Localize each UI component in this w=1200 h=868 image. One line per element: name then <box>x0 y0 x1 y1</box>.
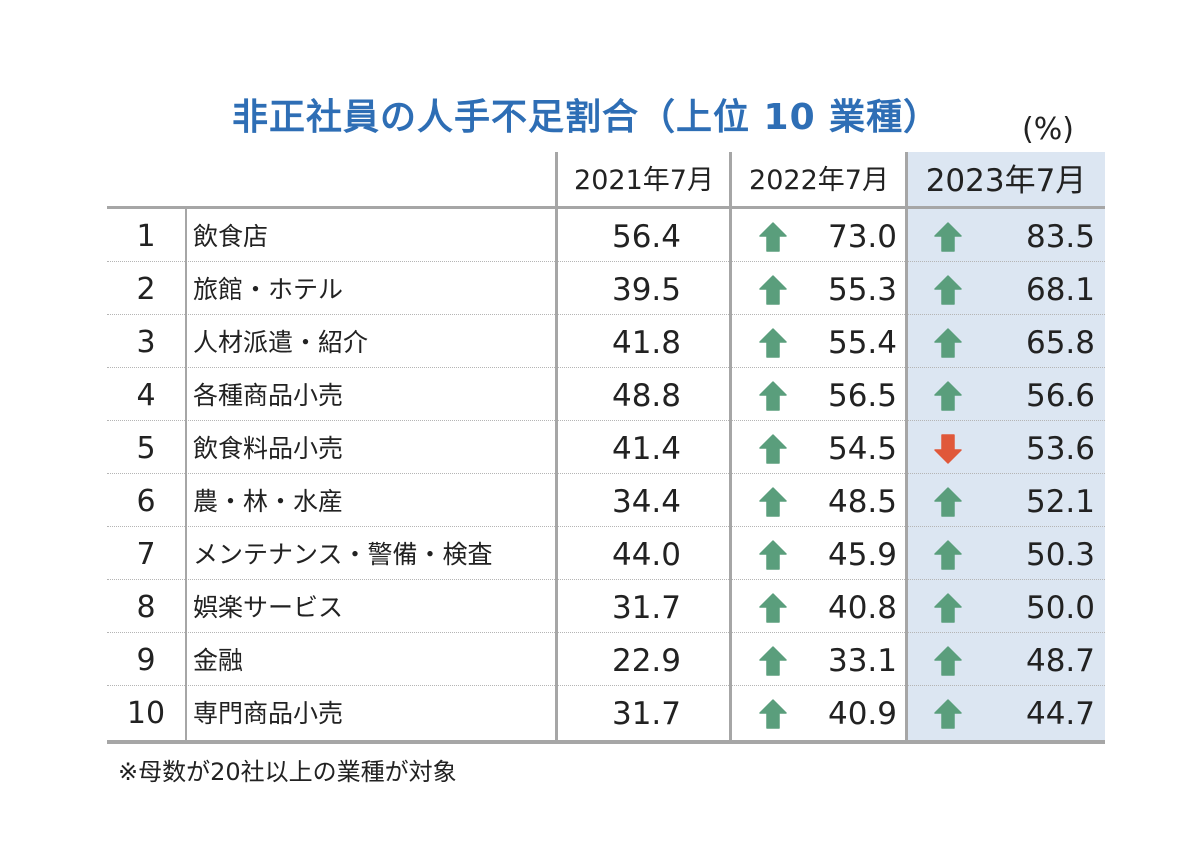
value-2023-cell: 65.8 <box>1025 325 1095 361</box>
industry-cell: メンテナンス・警備・検査 <box>193 540 493 569</box>
value-2022-cell: 45.9 <box>827 537 897 573</box>
industry-cell: 金融 <box>193 646 244 675</box>
table-row: 1 飲食店 56.4 73.0 83.5 <box>107 209 1105 262</box>
rank-cell: 2 <box>136 272 156 307</box>
value-2023-cell: 44.7 <box>1025 696 1095 732</box>
value-2021-cell: 48.8 <box>611 378 681 414</box>
arrow-up-icon <box>934 275 962 305</box>
industry-cell: 娯楽サービス <box>193 593 344 622</box>
value-2023-cell: 68.1 <box>1025 272 1095 308</box>
arrow-up-icon <box>934 222 962 252</box>
ranking-table: 2021年7月 2022年7月 2023年7月 1 飲食店 56.4 73.0 83.5… <box>107 152 1105 744</box>
arrow-up-icon <box>759 381 787 411</box>
rank-cell: 7 <box>136 537 156 572</box>
table-row: 9 金融 22.9 33.1 48.7 <box>107 633 1105 686</box>
table-row: 4 各種商品小売 48.8 56.5 56.6 <box>107 368 1105 421</box>
value-2022-cell: 56.5 <box>827 378 897 414</box>
table-row: 7 メンテナンス・警備・検査 44.0 45.9 50.3 <box>107 527 1105 580</box>
value-2022-cell: 40.9 <box>827 696 897 732</box>
arrow-up-icon <box>759 434 787 464</box>
table-row: 6 農・林・水産 34.4 48.5 52.1 <box>107 474 1105 527</box>
arrow-up-icon <box>934 593 962 623</box>
column-divider-2021 <box>555 152 558 742</box>
arrow-up-icon <box>759 222 787 252</box>
column-header-2022: 2022年7月 <box>749 165 889 196</box>
value-2022-cell: 54.5 <box>827 431 897 467</box>
arrow-up-icon <box>934 540 962 570</box>
arrow-up-icon <box>934 328 962 358</box>
industry-cell: 人材派遣・紹介 <box>193 328 369 357</box>
arrow-up-icon <box>934 646 962 676</box>
arrow-up-icon <box>934 699 962 729</box>
value-2021-cell: 56.4 <box>611 219 681 255</box>
industry-cell: 飲食店 <box>193 222 269 251</box>
value-2022-cell: 40.8 <box>827 590 897 626</box>
rank-cell: 5 <box>136 431 156 466</box>
page-title: 非正社員の人手不足割合（上位 10 業種） <box>232 97 941 138</box>
rank-cell: 4 <box>136 378 156 413</box>
value-2021-cell: 41.8 <box>611 325 681 361</box>
table-row: 10 専門商品小売 31.7 40.9 44.7 <box>107 686 1105 739</box>
value-2021-cell: 31.7 <box>611 696 681 732</box>
value-2022-cell: 73.0 <box>827 219 897 255</box>
value-2023-cell: 83.5 <box>1025 219 1095 255</box>
table-row: 8 娯楽サービス 31.7 40.8 50.0 <box>107 580 1105 633</box>
industry-cell: 飲食料品小売 <box>193 434 344 463</box>
industry-cell: 各種商品小売 <box>193 381 344 410</box>
table-row: 3 人材派遣・紹介 41.8 55.4 65.8 <box>107 315 1105 368</box>
arrow-up-icon <box>759 487 787 517</box>
rank-cell: 9 <box>136 643 156 678</box>
rank-cell: 3 <box>136 325 156 360</box>
value-2023-cell: 50.3 <box>1025 537 1095 573</box>
rank-column-divider <box>185 206 187 742</box>
value-2021-cell: 22.9 <box>611 643 681 679</box>
column-header-2021: 2021年7月 <box>574 165 714 196</box>
value-2023-cell: 52.1 <box>1025 484 1095 520</box>
arrow-up-icon <box>934 381 962 411</box>
rank-cell: 1 <box>136 219 156 254</box>
value-2021-cell: 39.5 <box>611 272 681 308</box>
value-2021-cell: 44.0 <box>611 537 681 573</box>
column-divider-2023 <box>905 152 908 742</box>
arrow-up-icon <box>759 275 787 305</box>
arrow-up-icon <box>759 593 787 623</box>
table-row: 5 飲食料品小売 41.4 54.5 53.6 <box>107 421 1105 474</box>
arrow-up-icon <box>759 646 787 676</box>
rank-cell: 6 <box>136 484 156 519</box>
footnote: ※母数が20社以上の業種が対象 <box>118 758 457 786</box>
column-divider-2022 <box>729 152 732 742</box>
value-2021-cell: 31.7 <box>611 590 681 626</box>
table-row: 2 旅館・ホテル 39.5 55.3 68.1 <box>107 262 1105 315</box>
arrow-up-icon <box>934 487 962 517</box>
industry-cell: 旅館・ホテル <box>193 275 344 304</box>
arrow-down-icon <box>934 434 962 464</box>
value-2021-cell: 41.4 <box>611 431 681 467</box>
value-2023-cell: 56.6 <box>1025 378 1095 414</box>
industry-cell: 専門商品小売 <box>193 699 344 728</box>
arrow-up-icon <box>759 699 787 729</box>
value-2023-cell: 53.6 <box>1025 431 1095 467</box>
value-2023-cell: 48.7 <box>1025 643 1095 679</box>
rank-cell: 8 <box>136 590 156 625</box>
unit-label: (%) <box>1022 112 1074 147</box>
value-2022-cell: 55.3 <box>827 272 897 308</box>
value-2023-cell: 50.0 <box>1025 590 1095 626</box>
value-2022-cell: 33.1 <box>827 643 897 679</box>
arrow-up-icon <box>759 540 787 570</box>
value-2021-cell: 34.4 <box>611 484 681 520</box>
header-divider <box>107 206 1105 209</box>
table-bottom-border <box>107 740 1105 744</box>
rank-cell: 10 <box>126 696 166 731</box>
highlight-column-2023 <box>907 152 1105 744</box>
value-2022-cell: 48.5 <box>827 484 897 520</box>
industry-cell: 農・林・水産 <box>193 487 344 516</box>
arrow-up-icon <box>759 328 787 358</box>
value-2022-cell: 55.4 <box>827 325 897 361</box>
column-header-2023: 2023年7月 <box>925 163 1087 199</box>
